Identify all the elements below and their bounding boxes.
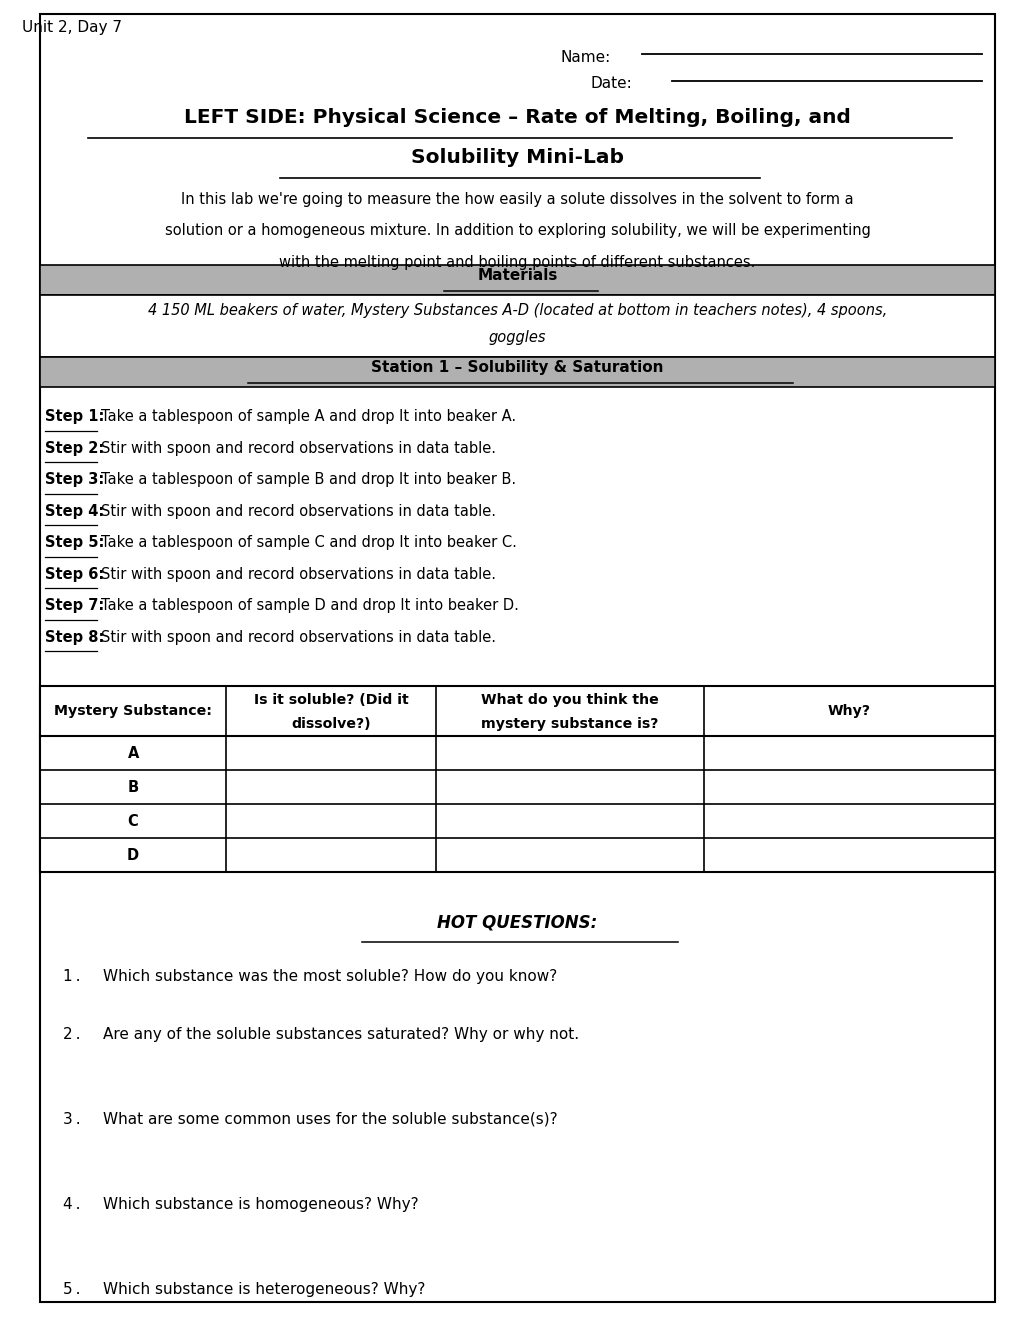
- Text: 3 .: 3 .: [63, 1111, 81, 1127]
- Text: 1 .: 1 .: [63, 969, 81, 983]
- Text: solution or a homogeneous mixture. In addition to exploring solubility, we will : solution or a homogeneous mixture. In ad…: [164, 223, 869, 239]
- Text: What are some common uses for the soluble substance(s)?: What are some common uses for the solubl…: [103, 1111, 557, 1127]
- Text: Step 8:: Step 8:: [45, 630, 104, 644]
- Text: Mystery Substance:: Mystery Substance:: [54, 704, 212, 718]
- Text: dissolve?): dissolve?): [291, 717, 371, 731]
- Text: Which substance is homogeneous? Why?: Which substance is homogeneous? Why?: [103, 1197, 418, 1212]
- Text: Unit 2, Day 7: Unit 2, Day 7: [22, 20, 122, 36]
- Text: with the melting point and boiling points of different substances.: with the melting point and boiling point…: [279, 255, 755, 271]
- Text: Station 1 – Solubility & Saturation: Station 1 – Solubility & Saturation: [371, 360, 663, 375]
- Text: C: C: [127, 813, 139, 829]
- Text: Why?: Why?: [827, 704, 870, 718]
- Text: Step 4:: Step 4:: [45, 503, 104, 519]
- Text: Step 2:: Step 2:: [45, 441, 104, 455]
- Text: 2 .: 2 .: [63, 1027, 81, 1041]
- Text: Take a tablespoon of sample D and drop It into beaker D.: Take a tablespoon of sample D and drop I…: [101, 598, 519, 612]
- Text: D: D: [127, 847, 139, 862]
- Text: Materials: Materials: [477, 268, 557, 282]
- Text: What do you think the: What do you think the: [481, 693, 658, 708]
- Text: 5 .: 5 .: [63, 1282, 81, 1298]
- Text: Step 6:: Step 6:: [45, 566, 104, 582]
- Text: Step 5:: Step 5:: [45, 535, 104, 550]
- Text: A: A: [127, 746, 139, 760]
- Text: Are any of the soluble substances saturated? Why or why not.: Are any of the soluble substances satura…: [103, 1027, 579, 1041]
- Text: Take a tablespoon of sample A and drop It into beaker A.: Take a tablespoon of sample A and drop I…: [101, 409, 516, 424]
- Bar: [40, 356, 994, 387]
- Text: Stir with spoon and record observations in data table.: Stir with spoon and record observations …: [101, 441, 496, 455]
- Text: Take a tablespoon of sample C and drop It into beaker C.: Take a tablespoon of sample C and drop I…: [101, 535, 517, 550]
- Text: B: B: [127, 780, 139, 795]
- Text: Step 7:: Step 7:: [45, 598, 104, 612]
- Text: Stir with spoon and record observations in data table.: Stir with spoon and record observations …: [101, 630, 496, 644]
- Bar: [40, 265, 994, 294]
- Text: goggles: goggles: [488, 330, 546, 345]
- Text: Name:: Name:: [559, 50, 609, 65]
- Text: Which substance was the most soluble? How do you know?: Which substance was the most soluble? Ho…: [103, 969, 556, 983]
- Text: 4 .: 4 .: [63, 1197, 81, 1212]
- Text: Which substance is heterogeneous? Why?: Which substance is heterogeneous? Why?: [103, 1282, 425, 1298]
- Text: Take a tablespoon of sample B and drop It into beaker B.: Take a tablespoon of sample B and drop I…: [101, 473, 516, 487]
- Text: LEFT SIDE: Physical Science – Rate of Melting, Boiling, and: LEFT SIDE: Physical Science – Rate of Me…: [183, 108, 850, 127]
- Bar: [40, 294, 994, 356]
- Text: Step 3:: Step 3:: [45, 473, 104, 487]
- Text: Step 1:: Step 1:: [45, 409, 104, 424]
- Text: Stir with spoon and record observations in data table.: Stir with spoon and record observations …: [101, 503, 496, 519]
- Text: 4 150 ML beakers of water, Mystery Substances A-D (located at bottom in teachers: 4 150 ML beakers of water, Mystery Subst…: [148, 304, 887, 318]
- Text: Stir with spoon and record observations in data table.: Stir with spoon and record observations …: [101, 566, 496, 582]
- Text: mystery substance is?: mystery substance is?: [481, 717, 658, 731]
- Bar: [40, 686, 994, 873]
- Text: HOT QUESTIONS:: HOT QUESTIONS:: [437, 913, 597, 932]
- Text: Is it soluble? (Did it: Is it soluble? (Did it: [254, 693, 409, 708]
- Text: Solubility Mini-Lab: Solubility Mini-Lab: [411, 148, 624, 168]
- Text: Date:: Date:: [589, 77, 631, 91]
- Text: In this lab we're going to measure the how easily a solute dissolves in the solv: In this lab we're going to measure the h…: [181, 191, 853, 207]
